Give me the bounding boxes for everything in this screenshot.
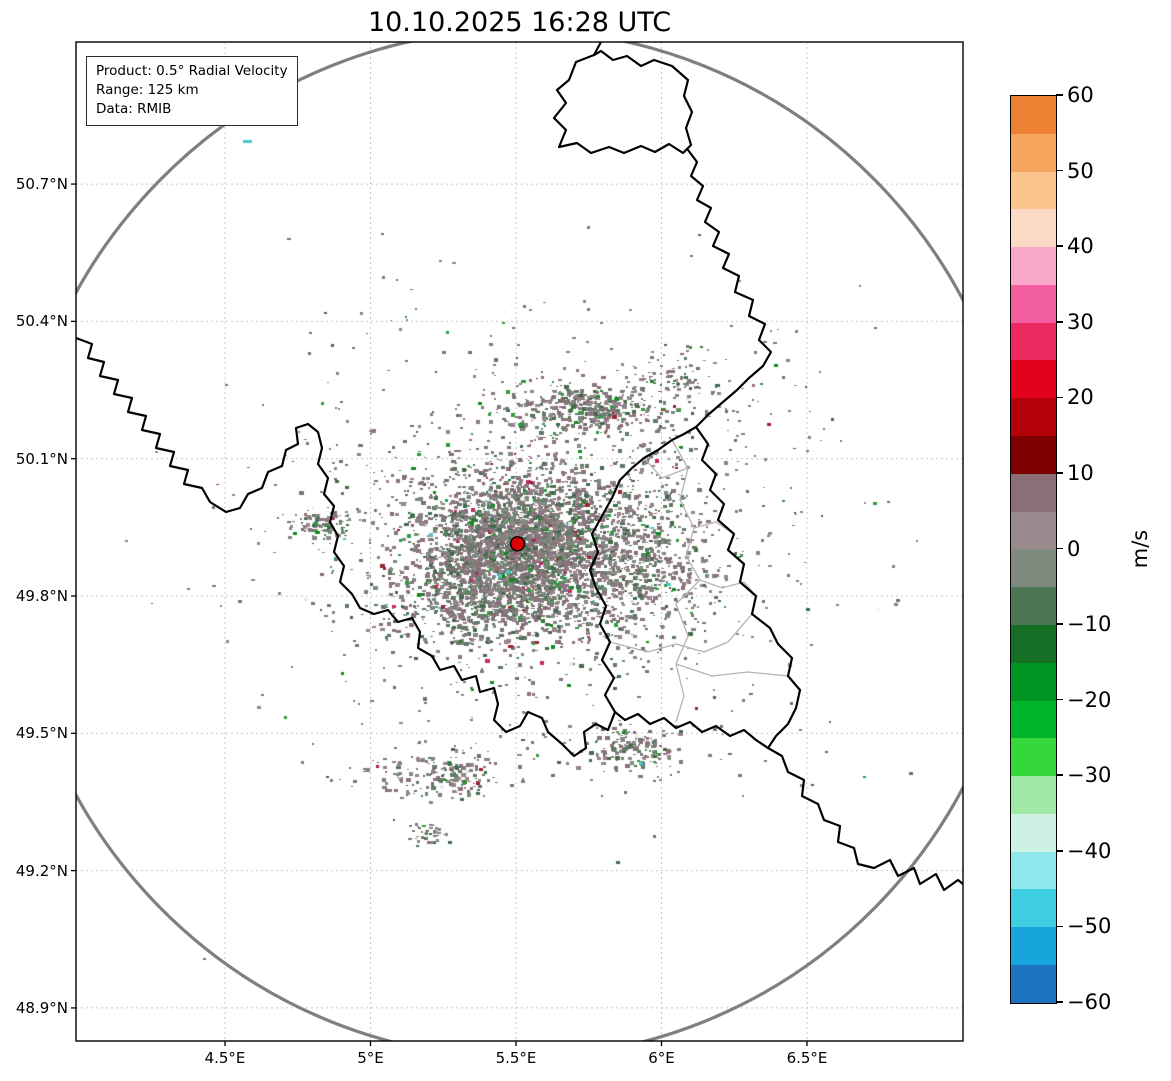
colorbar-tick-mark [1056,472,1063,474]
colorbar-tick-label: −40 [1067,838,1112,863]
colorbar-band [1011,436,1056,474]
axis-tick-marks [71,183,808,1046]
colorbar-band [1011,133,1056,172]
border-france-germany [766,746,963,892]
colorbar-tick-mark [1056,623,1063,625]
colorbar-tick-label: −50 [1067,914,1112,939]
info-product-line: Product: 0.5° Radial Velocity [96,63,288,79]
colorbar-band [1011,927,1056,965]
colorbar-tick-label: −10 [1067,612,1112,637]
colorbar-band [1011,587,1056,625]
colorbar-tick-mark [1056,547,1063,550]
colorbar-band [1011,738,1056,777]
colorbar-band [1011,964,1056,1003]
colorbar-band [1011,511,1056,550]
border-limburg-blob [552,49,694,155]
product-info-box: Product: 0.5° Radial Velocity Range: 125… [86,56,298,127]
colorbar-tick-label: 60 [1067,83,1094,107]
colorbar-tick-label: 20 [1067,385,1094,410]
colorbar-tick-mark [1056,169,1063,172]
colorbar-tick-label: −20 [1067,687,1112,712]
colorbar-tick-mark [1056,698,1063,701]
colorbar-band [1011,624,1056,663]
border-belgium-germany [686,148,773,429]
colorbar-band [1011,700,1056,739]
colorbar-band [1011,96,1056,134]
colorbar-band [1011,322,1056,361]
colorbar-band [1011,398,1056,437]
colorbar-band [1011,889,1056,928]
colorbar-band [1011,284,1056,323]
colorbar-tick-label: 10 [1067,460,1094,485]
colorbar-tick-label: −60 [1067,990,1112,1014]
colorbar-tick-mark [1056,1001,1063,1003]
colorbar-band [1011,813,1056,852]
plot-frame [75,41,964,1042]
colorbar [1010,95,1057,1004]
colorbar-tick-label: 50 [1067,158,1094,183]
colorbar-band [1011,473,1056,512]
country-borders [76,42,963,892]
radar-site-marker [509,536,526,552]
colorbar-band [1011,247,1056,285]
info-range-line: Range: 125 km [96,82,199,99]
colorbar-tick-label: 30 [1067,309,1094,334]
info-data-line: Data: RMIB [96,101,172,118]
canton-borders [609,439,789,723]
colorbar-band [1011,776,1056,814]
page-title: 10.10.2025 16:28 UTC [367,7,672,38]
colorbar-band [1011,360,1056,399]
colorbar-tick-mark [1056,94,1063,96]
colorbar-tick-mark [1056,925,1063,928]
border-belgium-france [76,336,617,758]
colorbar-band [1011,662,1056,701]
colorbar-tick-label: 0 [1067,536,1081,561]
colorbar-tick-label: −30 [1067,763,1112,788]
colorbar-tick-mark [1056,850,1063,852]
colorbar-tick-mark [1056,774,1063,777]
colorbar-tick-label: 40 [1067,234,1094,259]
border-luxembourg [588,425,802,750]
colorbar-band [1011,171,1056,210]
colorbar-tick-mark [1056,320,1063,323]
colorbar-tick-mark [1056,245,1063,247]
colorbar-tick-mark [1056,396,1063,399]
border-limburg-stem [592,42,603,57]
colorbar-band [1011,549,1056,588]
colorbar-band [1011,851,1056,890]
colorbar-units-label: m/s [1128,529,1152,568]
colorbar-band [1011,209,1056,248]
